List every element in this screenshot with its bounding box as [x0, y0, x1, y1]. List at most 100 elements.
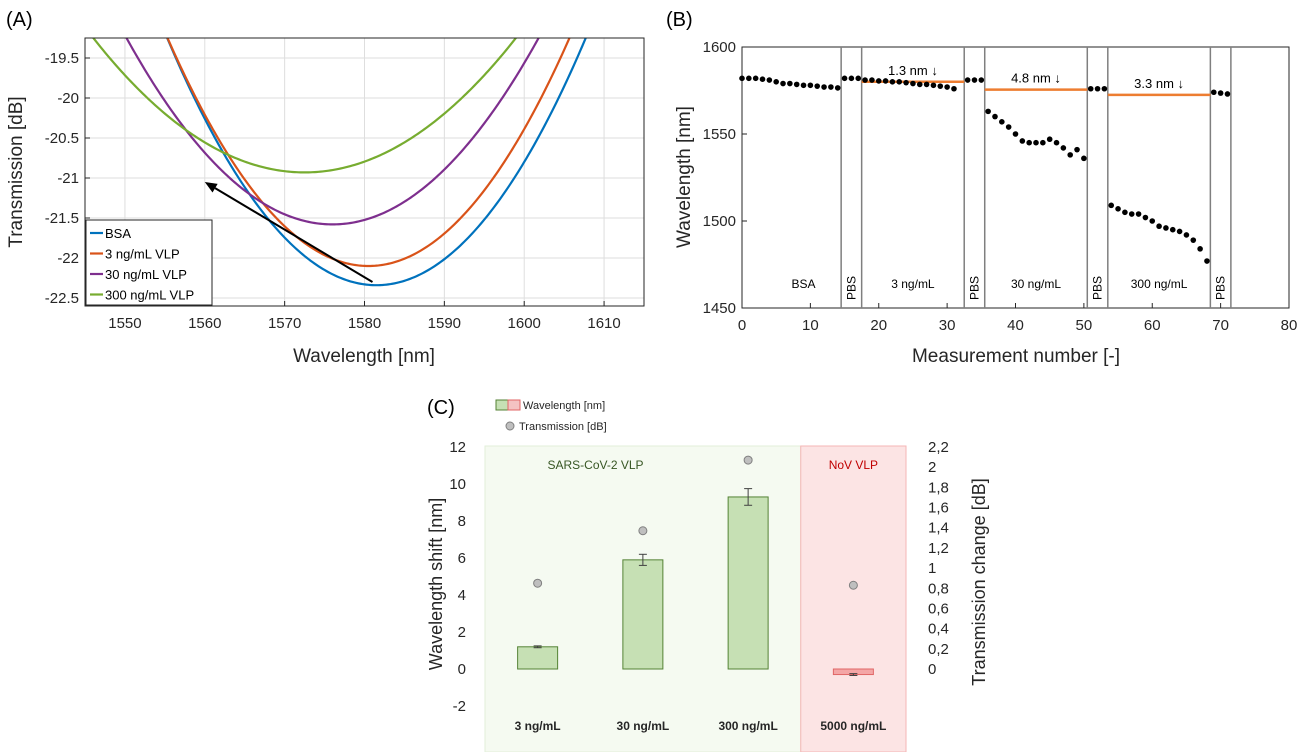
- panel-a-arrow: [204, 182, 373, 283]
- panel-c-bar-2: [727, 496, 769, 670]
- panel-b-segment-label-6: 300 ng/mL: [1131, 277, 1188, 291]
- panel-b-point: [951, 85, 957, 92]
- panel-b-point: [841, 75, 848, 82]
- panel-b-point: [896, 79, 903, 85]
- panel-b-point: [780, 80, 786, 87]
- panel-b-point: [759, 76, 766, 82]
- panel-b-point: [746, 75, 752, 82]
- panel-b-xtick-label: 70: [1212, 317, 1229, 334]
- panel-b-segment-label-7: PBS: [1214, 276, 1228, 300]
- panel-b-segment-label-2: 3 ng/mL: [891, 277, 935, 291]
- panel-b-point: [985, 108, 991, 115]
- panel-c: (C) SARS-CoV-2 VLP NoV VLP -202468101200,…: [426, 397, 989, 752]
- panel-b-reference-lines: 1.3 nm ↓ 4.8 nm ↓ 3.3 nm ↓: [861, 63, 1211, 97]
- panel-b-point: [1142, 214, 1149, 221]
- panel-a-grid: [85, 38, 644, 306]
- panel-a-lines: [91, 38, 587, 287]
- panel-a-series-3: [91, 38, 518, 174]
- panel-c-ytick-label: 12: [449, 439, 466, 456]
- panel-a-label: (A): [6, 9, 33, 31]
- panel-a-xtick-label: 1600: [508, 315, 541, 332]
- panel-b-point: [1128, 211, 1135, 217]
- panel-b-reference-label-1: 4.8 nm ↓: [1011, 71, 1061, 86]
- panel-c-y2tick-label: 1,4: [928, 520, 949, 537]
- panel-c-bar-1: [622, 559, 664, 670]
- panel-b-point: [1224, 91, 1231, 97]
- panel-b-point: [787, 80, 793, 87]
- panel-c-category-labels: 3 ng/mL 30 ng/mL 300 ng/mL 5000 ng/mL: [515, 719, 887, 733]
- panel-b-ylabel: Wavelength [nm]: [674, 106, 695, 248]
- panel-c-y2tick-label: 2,2: [928, 439, 949, 456]
- legend-swatch-wavelength-red: [507, 399, 521, 411]
- panel-b-xlabel: Measurement number [-]: [912, 346, 1120, 367]
- panel-b-point: [944, 84, 950, 90]
- panel-b-xtick-label: 60: [1144, 317, 1161, 334]
- panel-c-category-label-3: 5000 ng/mL: [820, 719, 886, 733]
- panel-b-point: [848, 75, 855, 82]
- panel-b-segment-label-3: PBS: [967, 276, 981, 300]
- panel-b-point: [766, 77, 773, 83]
- panel-b: (B) 1.3 nm ↓ 4.8 nm ↓ 3.3 nm ↓ BSA PBS 3 ng/…: [666, 9, 1297, 367]
- panel-b-segment-labels: BSA PBS 3 ng/mL PBS 30 ng/mL PBS 300 ng/mL PBS: [792, 276, 1228, 300]
- panel-b-point: [1101, 85, 1108, 92]
- panel-b-point: [1163, 225, 1169, 231]
- panel-c-y2tick-label: 1,2: [928, 540, 949, 557]
- panel-b-point: [1012, 131, 1019, 137]
- panel-b-point: [800, 82, 807, 89]
- panel-c-y2tick-label: 0: [928, 661, 936, 678]
- panel-c-y2tick-label: 1: [928, 560, 936, 577]
- panel-b-point: [1108, 202, 1115, 209]
- panel-b-point: [855, 75, 862, 82]
- panel-c-ytick-label: 4: [458, 587, 466, 604]
- panel-b-point: [1033, 139, 1039, 146]
- panel-a-arrow-head: [204, 182, 218, 193]
- panel-b-ytick-label: 1450: [703, 300, 736, 317]
- panel-b-point: [773, 79, 779, 85]
- panel-b-point: [814, 83, 821, 89]
- panel-b-point: [903, 79, 909, 86]
- panel-b-point: [1019, 138, 1026, 144]
- panel-c-y2label: Transmission change [dB]: [969, 478, 989, 685]
- panel-c-region-label-1: NoV VLP: [829, 458, 878, 472]
- panel-b-point: [937, 83, 944, 89]
- panel-b-point: [1122, 209, 1128, 216]
- panel-a-series-2: [125, 38, 540, 226]
- panel-b-point: [1210, 89, 1217, 96]
- panel-b-point: [739, 75, 745, 82]
- panel-c-y2tick-label: 1,8: [928, 479, 949, 496]
- panel-c-category-label-2: 300 ng/mL: [718, 719, 777, 733]
- panel-a-xtick-label: 1610: [587, 315, 620, 332]
- panel-b-xtick-label: 40: [1007, 317, 1024, 334]
- panel-a-ytick-label: -22.5: [45, 290, 79, 307]
- panel-b-ticks: 0 10 20 30 40 50 60 70 80 1450 1500 1550 1600: [703, 39, 1298, 334]
- panel-a-ylabel: Transmission [dB]: [6, 96, 27, 247]
- panel-b-point: [1115, 206, 1121, 212]
- panel-a-legend-label-0: BSA: [105, 226, 131, 241]
- panel-b-point: [834, 85, 841, 91]
- panel-b-point: [828, 84, 834, 90]
- legend-label-wavelength: Wavelength [nm]: [523, 400, 605, 412]
- panel-a-xtick-label: 1580: [348, 315, 381, 332]
- panel-b-point: [1087, 85, 1094, 92]
- panel-a-xtick-label: 1570: [268, 315, 301, 332]
- legend-marker-transmission: [505, 421, 515, 431]
- panel-b-xtick-label: 80: [1281, 317, 1298, 334]
- panel-a-xtick-label: 1590: [428, 315, 461, 332]
- panel-b-xtick-label: 20: [870, 317, 887, 334]
- panel-a-ytick-label: -21: [57, 170, 79, 187]
- panel-b-point: [930, 82, 937, 89]
- panel-a-xtick-label: 1550: [108, 315, 141, 332]
- panel-c-region-1: [800, 445, 907, 752]
- panel-c-ytick-label: 8: [458, 513, 466, 530]
- panel-c-ytick-label: -2: [453, 698, 466, 715]
- panel-b-label: (B): [666, 9, 693, 31]
- panel-b-point: [882, 78, 889, 84]
- panel-c-ytick-label: 0: [458, 661, 466, 678]
- panel-b-segment-label-5: PBS: [1091, 276, 1105, 300]
- panel-c-y2tick-label: 1,6: [928, 500, 949, 517]
- legend-swatch-wavelength-green: [495, 399, 509, 411]
- panel-a-ytick-label: -20: [57, 90, 79, 107]
- panel-c-ytick-label: 10: [449, 476, 466, 493]
- panel-b-point: [1074, 146, 1080, 153]
